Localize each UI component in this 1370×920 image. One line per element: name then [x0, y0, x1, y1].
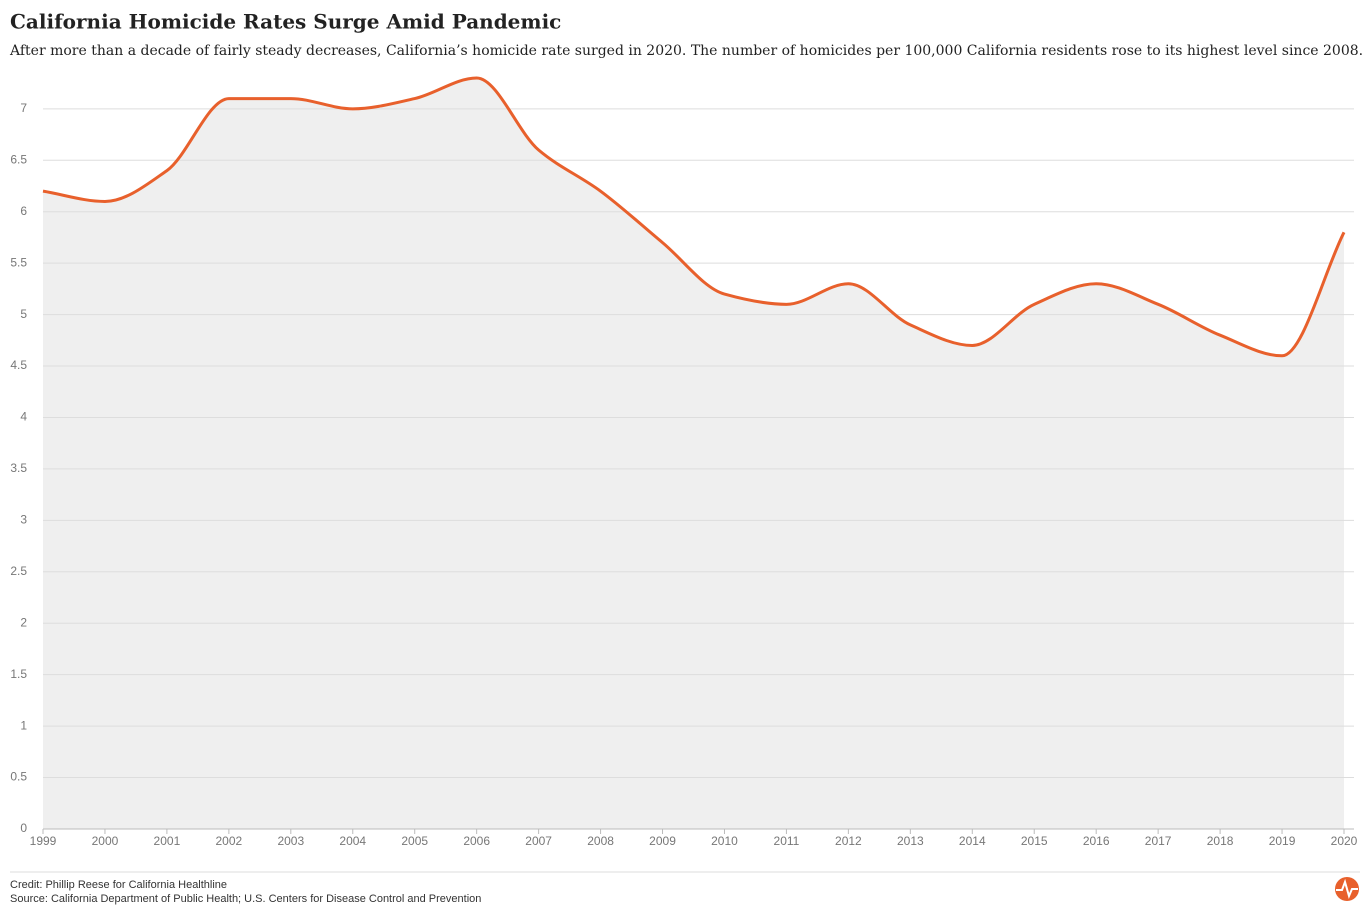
y-tick-label: 3 [20, 513, 27, 527]
plot-area: 0 0.5 1 1.5 2 2.5 3 3.5 4 4.5 5 5.5 6 6.5 7 1999 2000 200… [10, 76, 1358, 848]
source: Source: California Department of Public … [10, 893, 481, 905]
chart-title: California Homicide Rates Surge Amid Pan… [10, 10, 561, 34]
y-tick-label: 6.5 [10, 152, 27, 166]
credit: Credit: Phillip Reese for California Hea… [10, 879, 227, 891]
x-tick-label: 2012 [835, 834, 862, 848]
x-tick-label: 2011 [774, 834, 800, 848]
x-tick-label: 2016 [1083, 834, 1110, 848]
x-tick-label: 2015 [1021, 834, 1048, 848]
chart-subtitle: After more than a decade of fairly stead… [9, 43, 1363, 59]
x-tick-label: 2001 [154, 834, 181, 848]
y-tick-label: 2.5 [10, 564, 27, 578]
x-tick-label: 2007 [525, 834, 552, 848]
x-tick-label: 2004 [339, 834, 366, 848]
y-tick-label: 1 [20, 718, 27, 732]
y-tick-label: 4.5 [10, 358, 27, 372]
x-tick-label: 2014 [959, 834, 986, 848]
x-tick-label: 2000 [92, 834, 119, 848]
x-tick-label: 2009 [649, 834, 676, 848]
x-tick-label: 2019 [1269, 834, 1296, 848]
y-tick-label: 1.5 [10, 667, 27, 681]
x-tick-label: 2008 [587, 834, 614, 848]
x-tick-label: 2017 [1145, 834, 1172, 848]
area [43, 78, 1344, 829]
x-tick-label: 2006 [463, 834, 490, 848]
y-tick-label: 5.5 [10, 255, 27, 269]
line [42, 76, 1346, 358]
y-tick-label: 6 [20, 204, 27, 218]
y-tick-label: 5 [20, 307, 27, 321]
y-tick-label: 7 [20, 101, 27, 115]
x-tick-label: 2010 [711, 834, 738, 848]
y-tick-label: 2 [20, 615, 27, 629]
x-tick-label: 2002 [216, 834, 243, 848]
y-tick-label: 3.5 [10, 461, 27, 475]
y-tick-label: 0.5 [10, 770, 27, 784]
x-tick-label: 2020 [1331, 834, 1358, 848]
logo [1335, 877, 1359, 901]
y-tick-label: 4 [20, 410, 27, 424]
x-tick-label: 2003 [277, 834, 304, 848]
x-tick-label: 2005 [401, 834, 428, 848]
y-tick-label: 0 [20, 821, 27, 835]
x-tick-label: 2018 [1207, 834, 1234, 848]
x-tick-label: 1999 [30, 834, 57, 848]
x-tick-label: 2013 [897, 834, 924, 848]
